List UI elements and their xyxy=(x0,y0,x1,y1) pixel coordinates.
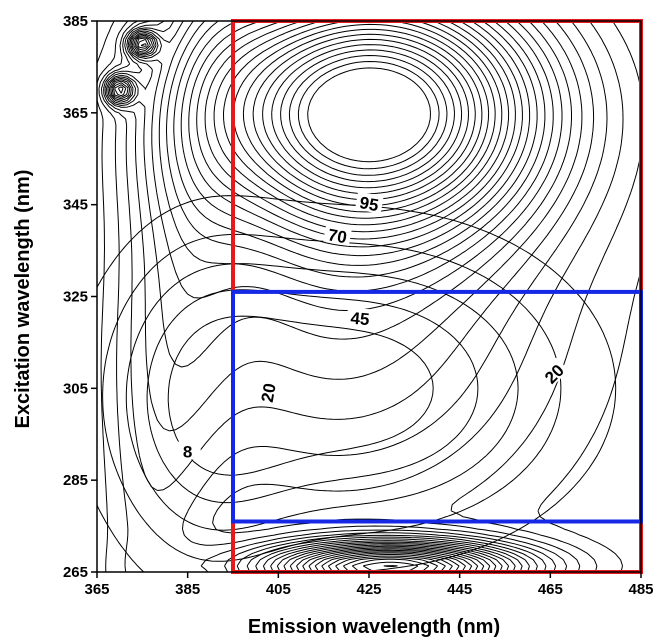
contour-solid-12 xyxy=(111,20,531,573)
x-tick-label-485: 485 xyxy=(628,581,653,598)
contour-solid-21 xyxy=(262,38,469,573)
y-axis-title: Excitation wavelength (nm) xyxy=(12,170,34,429)
contour-label-bg-3 xyxy=(346,307,374,328)
contour-solid-25 xyxy=(297,61,440,567)
contour-solid-2 xyxy=(96,20,642,573)
contour-solid-10 xyxy=(108,20,546,573)
contour-solid-8 xyxy=(106,20,563,573)
contour-solid-11 xyxy=(110,20,538,573)
contour-lines-solid xyxy=(96,20,642,573)
contour-dashed-2 xyxy=(102,233,562,562)
contour-label-bg-1 xyxy=(354,191,384,214)
contour-solid-18 xyxy=(232,23,490,573)
y-tick-label-265: 265 xyxy=(63,564,88,581)
y-tick-label-365: 365 xyxy=(63,105,88,122)
y-tick-label-345: 345 xyxy=(63,197,88,214)
x-tick-label-365: 365 xyxy=(84,581,109,598)
contour-solid-24 xyxy=(288,55,448,573)
contour-solid-19 xyxy=(242,28,483,573)
contour-solid-20 xyxy=(252,33,476,573)
contour-dashed-4 xyxy=(146,289,479,504)
contour-solid-9 xyxy=(107,20,554,573)
y-tick-label-385: 385 xyxy=(63,13,88,30)
x-tick-label-465: 465 xyxy=(538,581,563,598)
contour-solid-17 xyxy=(223,20,496,573)
plot-frame xyxy=(96,20,642,573)
contour-label-6: 8 xyxy=(183,443,192,462)
contour-label-bg-5 xyxy=(537,357,570,389)
contour-solid-26 xyxy=(307,67,431,163)
contour-solid-4 xyxy=(98,20,608,573)
contour-solid-6 xyxy=(103,20,583,573)
contour-solid-7 xyxy=(104,20,572,573)
contour-solid-3 xyxy=(96,20,624,573)
contour-label-bg-6 xyxy=(174,441,201,460)
x-tick-label-425: 425 xyxy=(356,581,381,598)
x-tick-label-385: 385 xyxy=(175,581,200,598)
contour-solid-15 xyxy=(117,20,510,573)
y-tick-label-285: 285 xyxy=(63,472,88,489)
x-axis-title: Emission wavelength (nm) xyxy=(248,616,500,638)
contour-label-bg-2 xyxy=(323,223,352,246)
contour-dashed-5 xyxy=(167,315,434,476)
contour-label-3: 45 xyxy=(350,309,371,330)
contour-dashed-1 xyxy=(96,195,617,573)
y-tick-label-305: 305 xyxy=(63,380,88,397)
x-tick-label-405: 405 xyxy=(266,581,291,598)
contour-label-bg-4 xyxy=(256,378,279,407)
contour-lines-dashed xyxy=(96,195,617,573)
x-tick-label-445: 445 xyxy=(447,581,472,598)
contour-solid-13 xyxy=(113,20,523,573)
contour-label-2: 70 xyxy=(326,225,348,247)
contour-solid-1 xyxy=(537,270,642,573)
contour-solid-22 xyxy=(271,44,463,573)
contour-label-1: 95 xyxy=(358,193,380,215)
axis-ticks: 365 385 405 425 445 465 485 265 285 305 325 345 365 3… xyxy=(63,13,654,598)
contour-solid-16 xyxy=(140,20,503,573)
y-tick-label-325: 325 xyxy=(63,289,88,306)
contour-label-4: 20 xyxy=(258,382,280,404)
contour-solid-23 xyxy=(280,49,455,573)
